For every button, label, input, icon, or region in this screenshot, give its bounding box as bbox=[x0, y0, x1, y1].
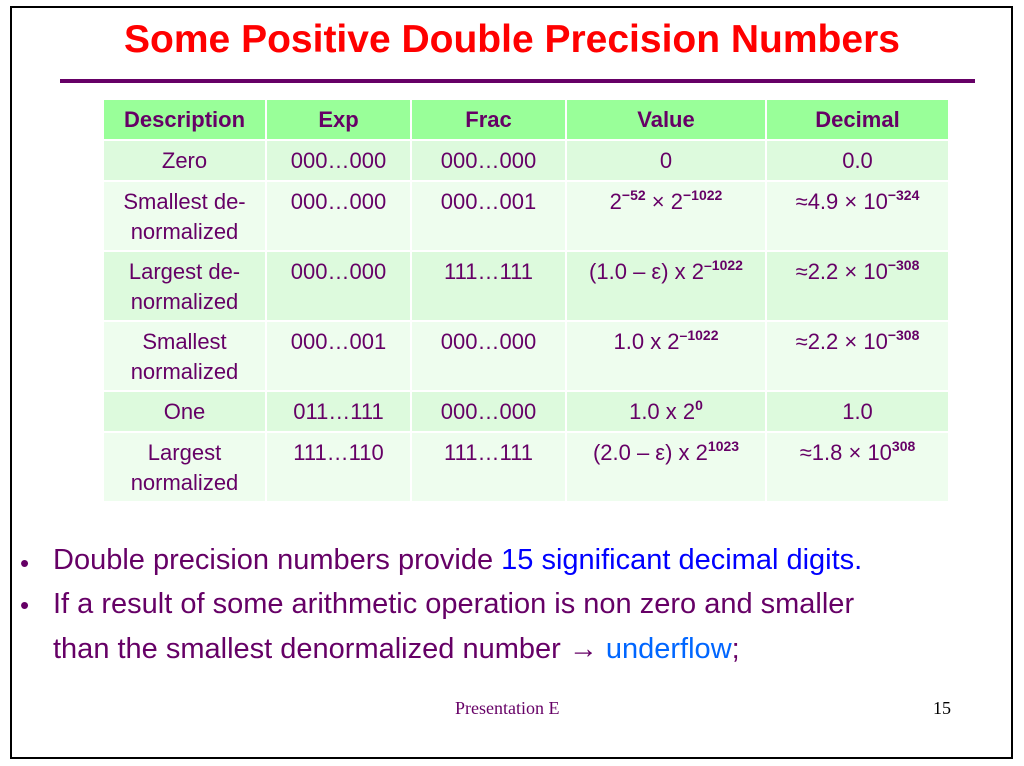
cell-value: 1.0 x 2–1022 bbox=[567, 322, 765, 390]
footer-presentation-label: Presentation E bbox=[455, 698, 560, 718]
table-header-row: Description Exp Frac Value Decimal bbox=[104, 100, 948, 139]
table-row: Largest de-normalized 000…000 111…111 (1… bbox=[104, 252, 948, 320]
cell-decimal: 1.0 bbox=[767, 392, 948, 431]
slide-frame bbox=[10, 6, 1013, 759]
highlight-text: underflow bbox=[605, 633, 732, 665]
cell-exp: 000…000 bbox=[267, 252, 410, 320]
table-row: One 011…111 000…000 1.0 x 20 1.0 bbox=[104, 392, 948, 431]
highlight-text: 15 significant decimal digits. bbox=[501, 544, 863, 576]
cell-value: (2.0 – ε) x 21023 bbox=[567, 433, 765, 501]
cell-description: Largest normalized bbox=[104, 433, 265, 501]
bullet-item: Double precision numbers provide 15 sign… bbox=[53, 544, 863, 576]
slide-page-number: 15 bbox=[933, 698, 951, 718]
cell-exp: 000…000 bbox=[267, 141, 410, 180]
bullet-item: If a result of some arithmetic operation… bbox=[53, 588, 855, 620]
cell-value: 1.0 x 20 bbox=[567, 392, 765, 431]
table-row: Smallest normalized 000…001 000…000 1.0 x… bbox=[104, 322, 948, 390]
cell-frac: 000…000 bbox=[412, 322, 565, 390]
header-frac: Frac bbox=[412, 100, 565, 139]
cell-decimal: ≈1.8 × 10308 bbox=[767, 433, 948, 501]
bullet-item-continuation: than the smallest denormalized number → … bbox=[53, 633, 740, 665]
bullet-icon: • bbox=[20, 548, 30, 578]
cell-exp: 000…001 bbox=[267, 322, 410, 390]
bullet-icon: • bbox=[20, 590, 30, 620]
cell-frac: 000…000 bbox=[412, 392, 565, 431]
cell-frac: 000…001 bbox=[412, 182, 565, 250]
title-underline bbox=[60, 79, 975, 83]
cell-value: 0 bbox=[567, 141, 765, 180]
cell-description: Smallest normalized bbox=[104, 322, 265, 390]
cell-frac: 000…000 bbox=[412, 141, 565, 180]
cell-description: Largest de-normalized bbox=[104, 252, 265, 320]
cell-value: (1.0 – ε) x 2–1022 bbox=[567, 252, 765, 320]
cell-decimal: 0.0 bbox=[767, 141, 948, 180]
cell-exp: 011…111 bbox=[267, 392, 410, 431]
table-row: Smallest de-normalized 000…000 000…001 2… bbox=[104, 182, 948, 250]
slide-title: Some Positive Double Precision Numbers bbox=[124, 18, 900, 61]
header-exp: Exp bbox=[267, 100, 410, 139]
arrow-right-icon: → bbox=[568, 633, 598, 665]
cell-description: Zero bbox=[104, 141, 265, 180]
cell-decimal: ≈4.9 × 10−324 bbox=[767, 182, 948, 250]
cell-exp: 000…000 bbox=[267, 182, 410, 250]
header-decimal: Decimal bbox=[767, 100, 948, 139]
cell-decimal: ≈2.2 × 10−308 bbox=[767, 252, 948, 320]
cell-frac: 111…111 bbox=[412, 252, 565, 320]
double-precision-table: Description Exp Frac Value Decimal Zero … bbox=[102, 98, 950, 503]
cell-value: 2−52 × 2−1022 bbox=[567, 182, 765, 250]
cell-frac: 111…111 bbox=[412, 433, 565, 501]
table-row: Zero 000…000 000…000 0 0.0 bbox=[104, 141, 948, 180]
cell-decimal: ≈2.2 × 10−308 bbox=[767, 322, 948, 390]
table-row: Largest normalized 111…110 111…111 (2.0 –… bbox=[104, 433, 948, 501]
cell-description: One bbox=[104, 392, 265, 431]
header-description: Description bbox=[104, 100, 265, 139]
header-value: Value bbox=[567, 100, 765, 139]
cell-exp: 111…110 bbox=[267, 433, 410, 501]
cell-description: Smallest de-normalized bbox=[104, 182, 265, 250]
